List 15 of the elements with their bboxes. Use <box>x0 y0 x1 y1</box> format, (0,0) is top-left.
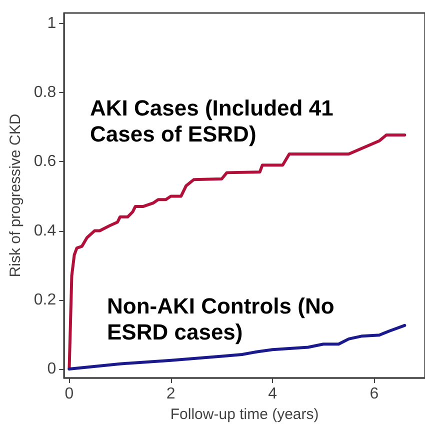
y-tick-label: 0.6 <box>34 153 56 170</box>
x-tick-label: 0 <box>64 386 74 402</box>
line-series <box>68 324 406 371</box>
y-axis-title: Risk of progressive CKD <box>7 114 24 278</box>
y-tick-label: 0.8 <box>34 84 56 101</box>
y-tick-label: 1 <box>47 14 56 32</box>
y-tick-label: 0.4 <box>34 222 56 240</box>
x-tick-label: 2 <box>166 386 176 402</box>
x-tick-label: 6 <box>370 386 379 402</box>
series-label: AKI Cases (Included 41 Cases of ESRD) <box>90 96 340 146</box>
y-tick-label: 0 <box>47 360 56 378</box>
y-tick-label: 0.2 <box>34 291 56 308</box>
x-axis-title: Follow-up time (years) <box>170 406 319 423</box>
x-tick-label: 4 <box>268 386 278 402</box>
series-label: Non-AKI Controls (No ESRD cases) <box>107 294 340 344</box>
